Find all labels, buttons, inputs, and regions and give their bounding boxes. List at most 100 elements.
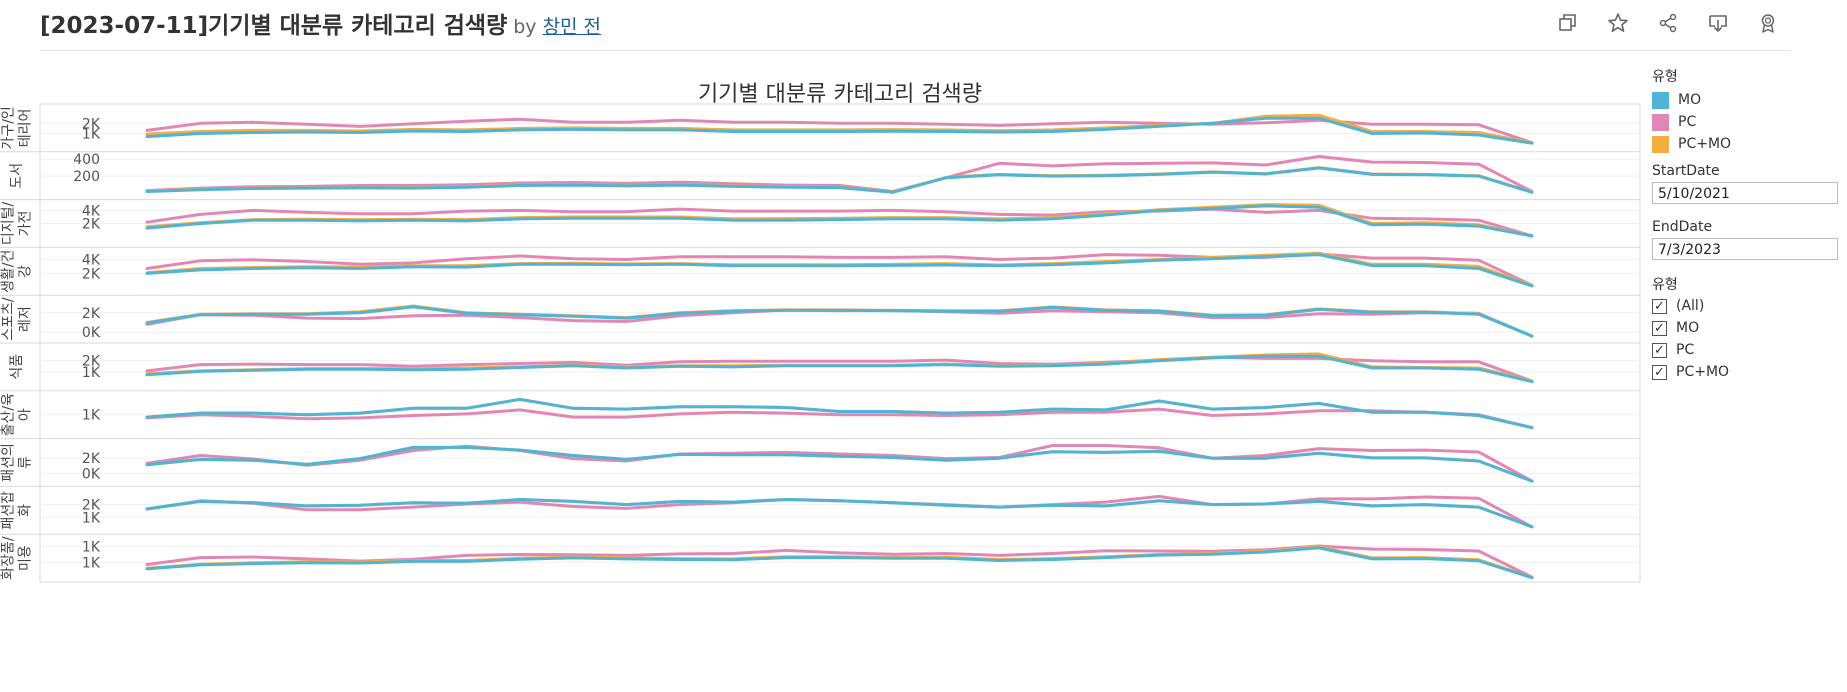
y-tick-label: 2K	[82, 306, 101, 322]
chart-area: 기기별 대분류 카테고리 검색량 2K 1K 가구/인 테리어 400 200 도서 4K 2K…	[0, 58, 1645, 692]
star-icon	[1608, 13, 1628, 33]
series-line-mo	[145, 253, 1534, 288]
download-button[interactable]	[1696, 8, 1740, 38]
checkbox-icon: ✓	[1652, 320, 1667, 336]
series-line-mo	[145, 305, 1534, 338]
side-panel: 유형 MO PC PC+MO StartDate 5/10/2021 EndDa…	[1650, 58, 1847, 692]
metrics-button[interactable]	[1746, 8, 1790, 38]
share-icon	[1659, 13, 1677, 33]
y-tick-label: 4K	[82, 203, 101, 219]
start-date-label: StartDate	[1652, 163, 1720, 179]
y-tick-label: 4K	[82, 252, 101, 268]
y-tick-label: 400	[73, 152, 100, 168]
row-label-line: 가전	[18, 211, 34, 237]
y-tick-label: 1K	[82, 365, 101, 381]
download-icon	[1709, 15, 1727, 33]
row-label-line: 미용	[18, 545, 34, 571]
y-tick-label: 2K	[82, 354, 101, 370]
series-line-mo	[145, 354, 1534, 384]
row-label: 출산/육 아	[1, 393, 34, 436]
row-label: 가구/인 테리어	[1, 106, 34, 149]
type-filter-all-label: (All)	[1676, 298, 1705, 314]
end-date-input[interactable]: 7/3/2023	[1652, 238, 1838, 260]
y-tick-label: 1K	[82, 127, 101, 143]
series-line-mo	[145, 498, 1534, 529]
series-line-pc	[145, 117, 1534, 145]
duplicate-button[interactable]	[1546, 8, 1590, 38]
series-line-mo	[145, 204, 1534, 238]
legend-label-mo: MO	[1678, 92, 1702, 108]
page-title: [2023-07-11]기기별 대분류 카테고리 검색량 by 창민 전	[40, 6, 601, 40]
row-label-line: 패션잡	[1, 491, 17, 530]
type-filter-pc-mo-label: PC+MO	[1676, 364, 1730, 380]
row-label-line: 가구/인	[1, 106, 17, 149]
series-line-pc	[145, 355, 1534, 383]
y-tick-label: 1K	[82, 510, 101, 526]
type-filter-mo[interactable]: ✓ MO	[1652, 318, 1699, 338]
author-link[interactable]: 창민 전	[542, 16, 602, 38]
legend-label-pc-mo: PC+MO	[1678, 136, 1732, 152]
legend-item-pc[interactable]: PC	[1652, 112, 1696, 132]
row-label: 패션잡 화	[1, 491, 34, 530]
row-label-line: 화	[18, 504, 34, 517]
type-filter-label: 유형	[1652, 277, 1678, 293]
y-tick-label: 2K	[82, 116, 101, 132]
row-label-line: 도서	[9, 163, 25, 189]
legend-swatch-pc	[1652, 113, 1669, 131]
row-label-line: 레저	[18, 306, 34, 332]
series-line-mo	[145, 546, 1534, 580]
favorite-button[interactable]	[1596, 8, 1640, 38]
row-label-line: 화장품/	[1, 536, 17, 580]
row-label: 디지털/가전	[1, 202, 34, 246]
row-label-line: 류	[18, 456, 34, 469]
row-label-line: 디지털/	[1, 202, 17, 246]
row-label-line: 스포츠/	[1, 297, 17, 341]
start-date-input[interactable]: 5/10/2021	[1652, 182, 1838, 204]
series-line-pc	[145, 155, 1534, 193]
row-label: 생활/건 강	[1, 250, 34, 293]
row-label-line: 식품	[9, 354, 25, 380]
row-label-line: 패션의	[1, 443, 17, 482]
end-date-label: EndDate	[1652, 219, 1713, 235]
badge-icon	[1761, 14, 1775, 33]
row-label: 화장품/미용	[1, 536, 34, 580]
checkbox-icon: ✓	[1652, 342, 1667, 358]
series-line-mo	[145, 166, 1534, 194]
type-filter-mo-label: MO	[1676, 320, 1700, 336]
series-line-pc	[145, 207, 1534, 238]
chart-title: 기기별 대분류 카테고리 검색량	[697, 82, 983, 107]
y-tick-label: 1K	[82, 408, 101, 424]
y-tick-label: 0K	[82, 325, 101, 341]
title-text: [2023-07-11]기기별 대분류 카테고리 검색량	[40, 13, 508, 39]
type-filter-pc-mo[interactable]: ✓ PC+MO	[1652, 362, 1729, 382]
row-label-line: 아	[18, 408, 34, 421]
type-filter-pc[interactable]: ✓ PC	[1652, 340, 1694, 360]
y-tick-label: 1K	[82, 555, 101, 571]
series-line-pc-mo	[145, 498, 1534, 529]
type-filter-all[interactable]: ✓ (All)	[1652, 296, 1704, 316]
checkbox-icon: ✓	[1652, 364, 1667, 380]
row-label-line: 생활/건	[1, 250, 17, 293]
row-label: 스포츠/레저	[1, 297, 34, 341]
y-tick-label: 2K	[82, 451, 101, 467]
legend-swatch-pc-mo	[1652, 135, 1669, 153]
row-label-line: 테리어	[18, 109, 34, 148]
type-filter-pc-label: PC	[1676, 342, 1695, 358]
series-line-mo	[145, 445, 1534, 483]
row-label-line: 강	[18, 265, 34, 278]
series-line-mo	[145, 397, 1534, 430]
y-tick-label: 2K	[82, 217, 101, 233]
series-line-pc	[145, 444, 1534, 483]
series-line-pc	[145, 407, 1534, 430]
row-label: 도서	[9, 163, 25, 189]
share-button[interactable]	[1646, 8, 1690, 38]
row-label: 식품	[9, 354, 25, 380]
y-tick-label: 1K	[82, 540, 101, 556]
series-line-pc-mo	[145, 113, 1534, 145]
y-tick-label: 2K	[82, 498, 101, 514]
legend-item-mo[interactable]: MO	[1652, 90, 1701, 110]
legend-item-pc-mo[interactable]: PC+MO	[1652, 134, 1731, 154]
series-line-mo	[145, 116, 1534, 145]
legend-label-pc: PC	[1678, 114, 1697, 130]
